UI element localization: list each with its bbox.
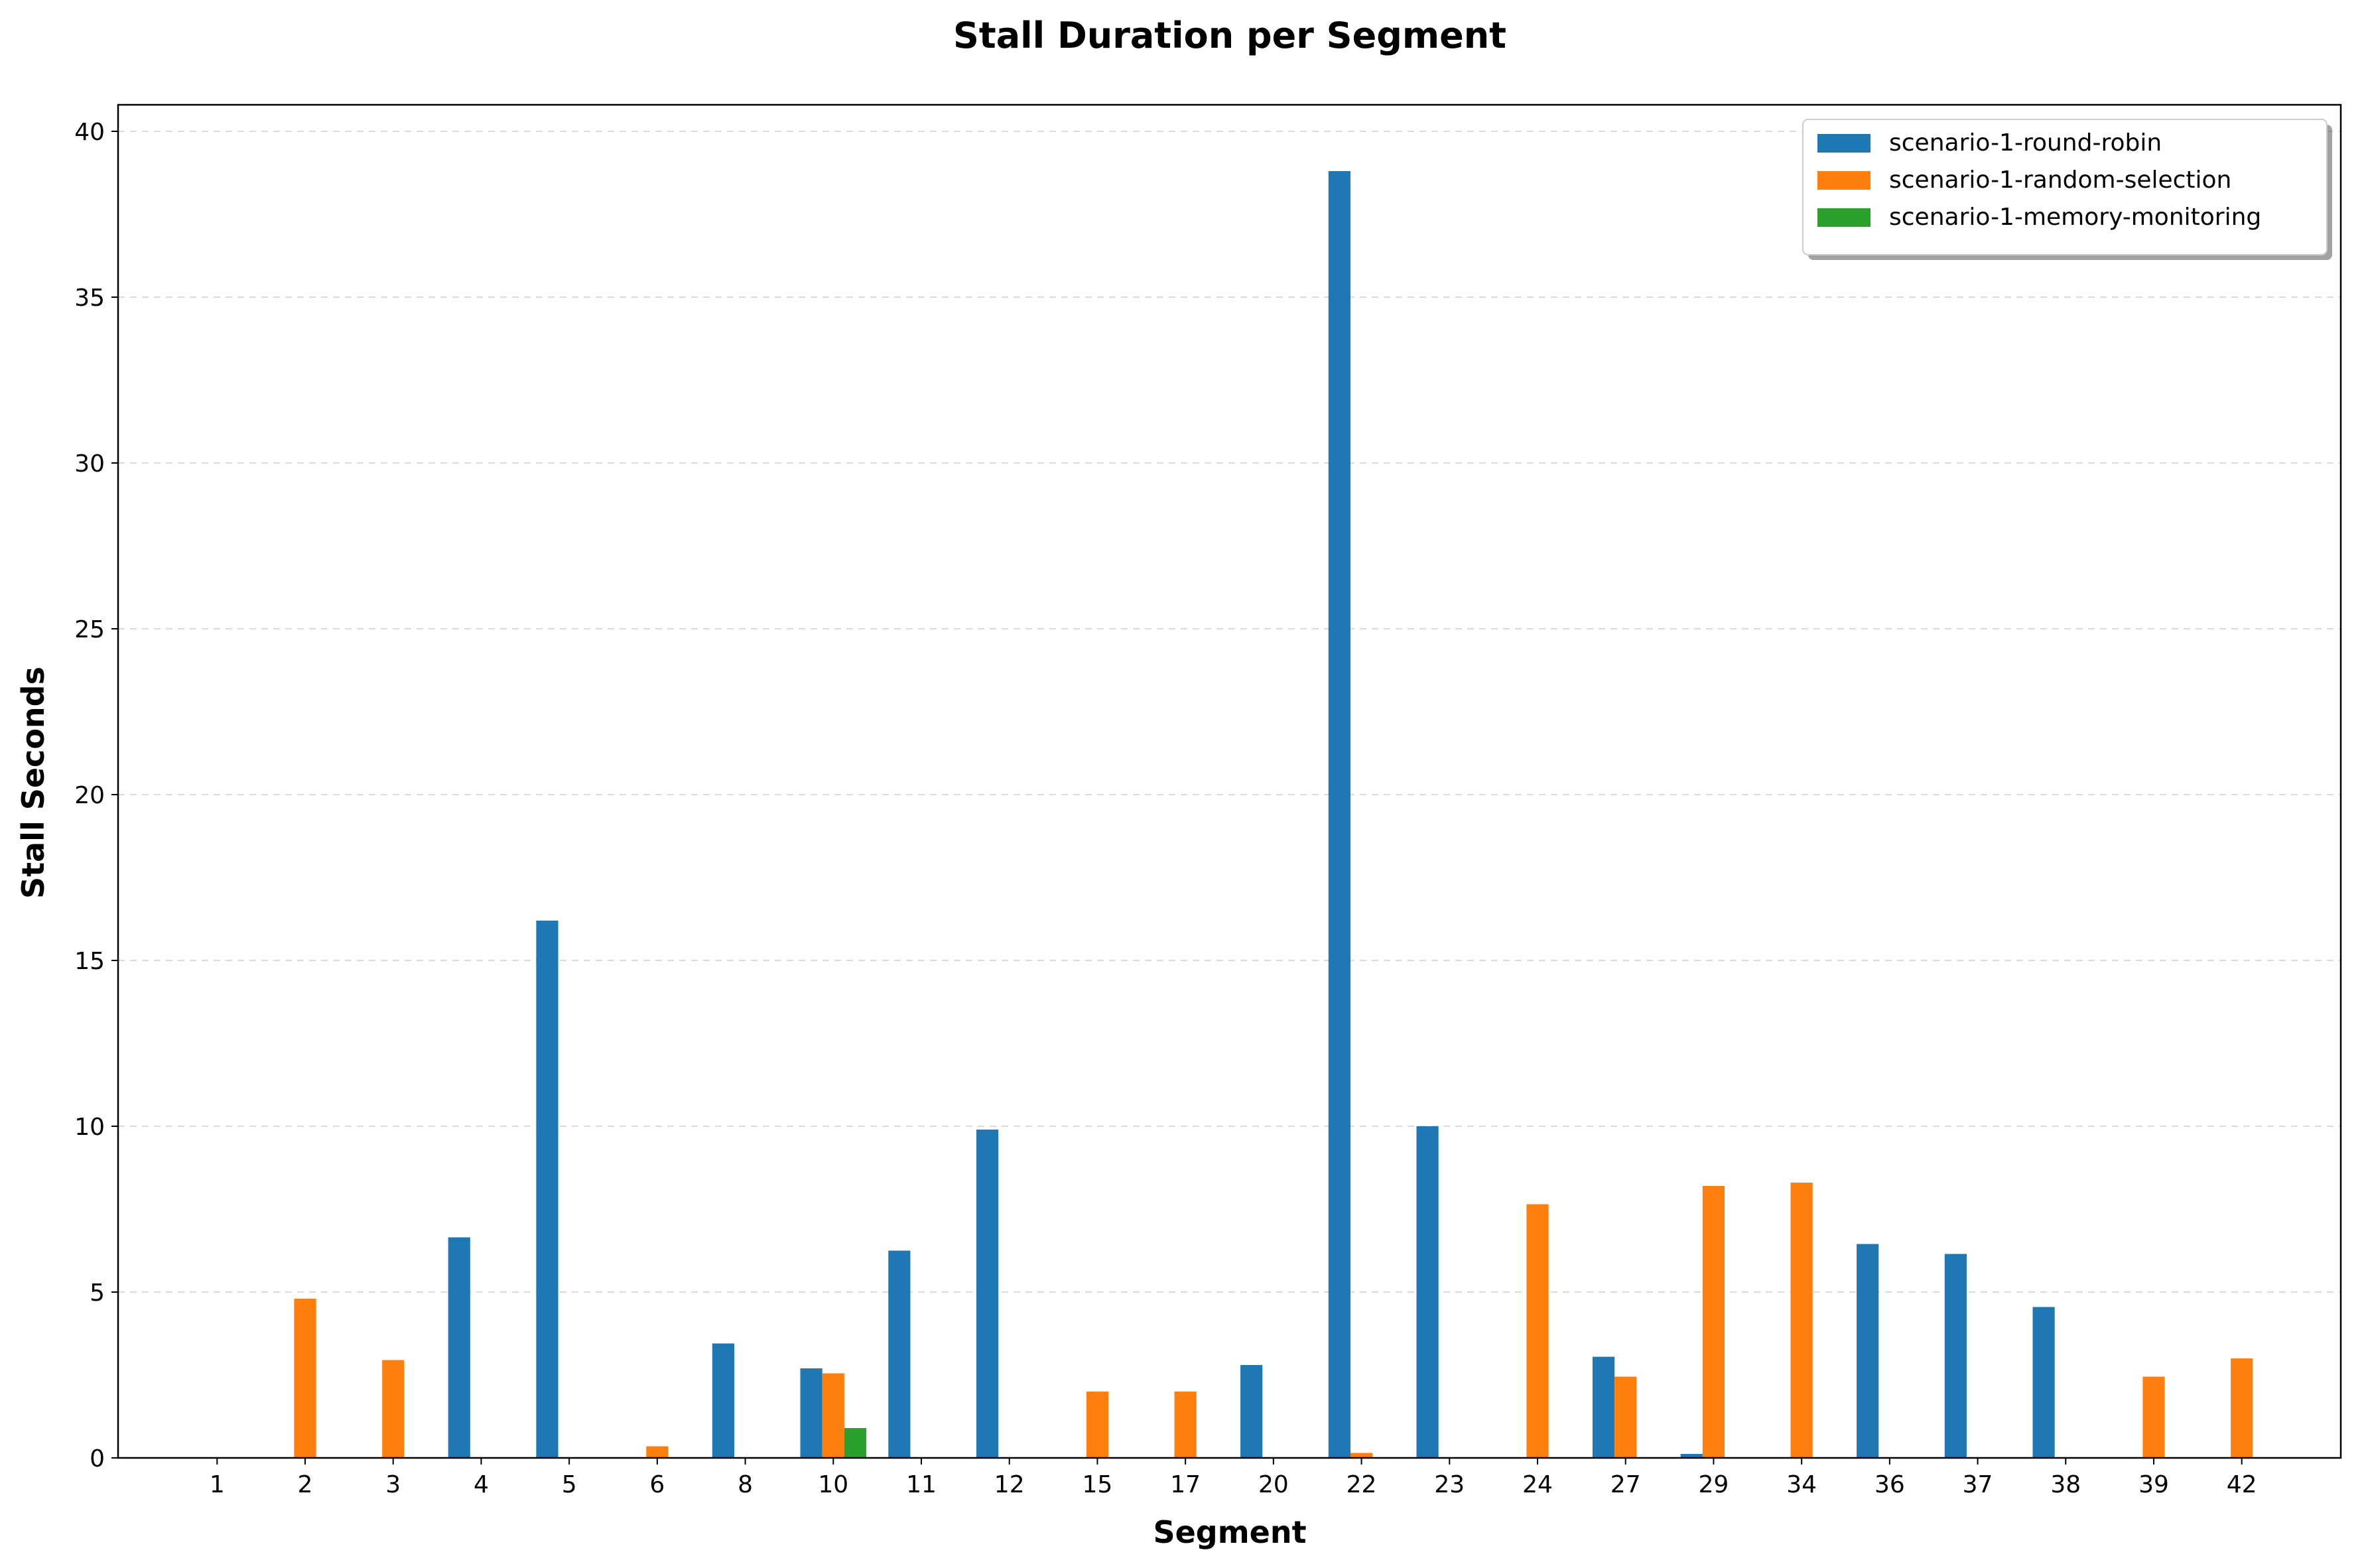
x-tick-label-34: 34 (1786, 1471, 1817, 1498)
bar-scenario-1-random-selection-segment-17 (1174, 1392, 1197, 1458)
x-tick-label-6: 6 (649, 1471, 665, 1498)
x-tick-label-20: 20 (1258, 1471, 1289, 1498)
bar-scenario-1-random-selection-segment-24 (1526, 1204, 1549, 1458)
x-tick-label-17: 17 (1170, 1471, 1201, 1498)
legend-swatch-scenario-1-random-selection (1817, 171, 1871, 190)
bar-scenario-1-random-selection-segment-6 (646, 1446, 669, 1458)
legend-swatch-scenario-1-round-robin (1817, 134, 1871, 153)
bar-scenario-1-round-robin-segment-23 (1416, 1126, 1439, 1458)
x-tick-label-8: 8 (738, 1471, 753, 1498)
y-tick-label-5: 5 (90, 1279, 105, 1307)
bar-scenario-1-round-robin-segment-22 (1328, 171, 1350, 1458)
bar-scenario-1-random-selection-segment-10 (822, 1373, 844, 1458)
bar-scenario-1-round-robin-segment-20 (1240, 1365, 1263, 1458)
bar-scenario-1-round-robin-segment-5 (536, 921, 558, 1458)
bar-scenario-1-round-robin-segment-4 (448, 1237, 470, 1458)
y-tick-label-15: 15 (74, 948, 105, 975)
x-tick-label-12: 12 (994, 1471, 1025, 1498)
x-tick-label-11: 11 (906, 1471, 937, 1498)
y-tick-label-0: 0 (90, 1445, 105, 1472)
y-axis-ticks: 0 5 10 15 20 25 30 35 40 (74, 119, 118, 1472)
x-tick-label-1: 1 (210, 1471, 225, 1498)
bar-scenario-1-round-robin-segment-8 (712, 1343, 734, 1458)
y-tick-label-30: 30 (74, 450, 105, 478)
x-tick-label-15: 15 (1083, 1471, 1113, 1498)
x-tick-label-24: 24 (1522, 1471, 1553, 1498)
y-tick-label-25: 25 (74, 616, 105, 643)
y-tick-label-40: 40 (74, 119, 105, 146)
bar-scenario-1-round-robin-segment-27 (1592, 1356, 1615, 1458)
x-tick-label-3: 3 (385, 1471, 401, 1498)
bar-scenario-1-random-selection-segment-42 (2231, 1358, 2253, 1458)
y-tick-label-35: 35 (74, 285, 105, 312)
grid-lines (118, 131, 2341, 1293)
x-tick-label-27: 27 (1610, 1471, 1641, 1498)
y-tick-label-20: 20 (74, 782, 105, 809)
legend-label-scenario-1-round-robin: scenario-1-round-robin (1889, 129, 2162, 157)
x-tick-label-36: 36 (1874, 1471, 1905, 1498)
bar-scenario-1-random-selection-segment-22 (1350, 1453, 1373, 1458)
chart-title: Stall Duration per Segment (953, 15, 1506, 56)
legend-box (1802, 119, 2328, 255)
x-tick-label-10: 10 (818, 1471, 848, 1498)
x-tick-label-37: 37 (1963, 1471, 1993, 1498)
x-tick-label-38: 38 (2050, 1471, 2081, 1498)
bar-scenario-1-round-robin-segment-36 (1857, 1244, 1879, 1458)
bar-scenario-1-round-robin-segment-37 (1944, 1254, 1967, 1458)
bar-scenario-1-random-selection-segment-39 (2142, 1376, 2165, 1458)
x-tick-label-23: 23 (1434, 1471, 1465, 1498)
y-tick-label-10: 10 (74, 1114, 105, 1141)
x-axis-label: Segment (1153, 1514, 1306, 1550)
legend-label-scenario-1-memory-monitoring: scenario-1-memory-monitoring (1889, 204, 2261, 231)
bar-scenario-1-random-selection-segment-3 (382, 1360, 405, 1458)
bar-scenario-1-round-robin-segment-12 (976, 1130, 999, 1458)
legend-swatch-scenario-1-memory-monitoring (1817, 208, 1871, 227)
bar-scenario-1-round-robin-segment-29 (1680, 1454, 1703, 1458)
x-axis-ticks: 1 2 3 4 5 6 8 10 11 12 15 17 20 22 23 24 27 29 34 36 37 38 39 4… (210, 1458, 2257, 1498)
bar-scenario-1-random-selection-segment-15 (1086, 1392, 1109, 1458)
bar-scenario-1-random-selection-segment-2 (294, 1299, 316, 1458)
x-tick-label-22: 22 (1346, 1471, 1377, 1498)
y-axis-label: Stall Seconds (15, 667, 51, 899)
x-tick-label-4: 4 (474, 1471, 489, 1498)
bar-scenario-1-round-robin-segment-38 (2032, 1307, 2055, 1458)
plot-area-frame (117, 103, 2342, 1459)
bar-scenario-1-memory-monitoring-segment-10 (844, 1428, 867, 1458)
x-tick-label-2: 2 (298, 1471, 313, 1498)
bar-scenario-1-random-selection-segment-34 (1790, 1183, 1813, 1458)
x-tick-label-42: 42 (2227, 1471, 2257, 1498)
bar-scenario-1-random-selection-segment-27 (1614, 1376, 1637, 1458)
bar-scenario-1-round-robin-segment-11 (888, 1250, 911, 1458)
bar-scenario-1-random-selection-segment-29 (1702, 1186, 1725, 1458)
x-tick-label-39: 39 (2138, 1471, 2169, 1498)
bars (294, 171, 2253, 1458)
legend-label-scenario-1-random-selection: scenario-1-random-selection (1889, 166, 2231, 194)
x-tick-label-5: 5 (562, 1471, 577, 1498)
bar-scenario-1-round-robin-segment-10 (800, 1368, 822, 1458)
legend: scenario-1-round-robin scenario-1-random-… (1802, 119, 2332, 260)
x-tick-label-29: 29 (1699, 1471, 1729, 1498)
